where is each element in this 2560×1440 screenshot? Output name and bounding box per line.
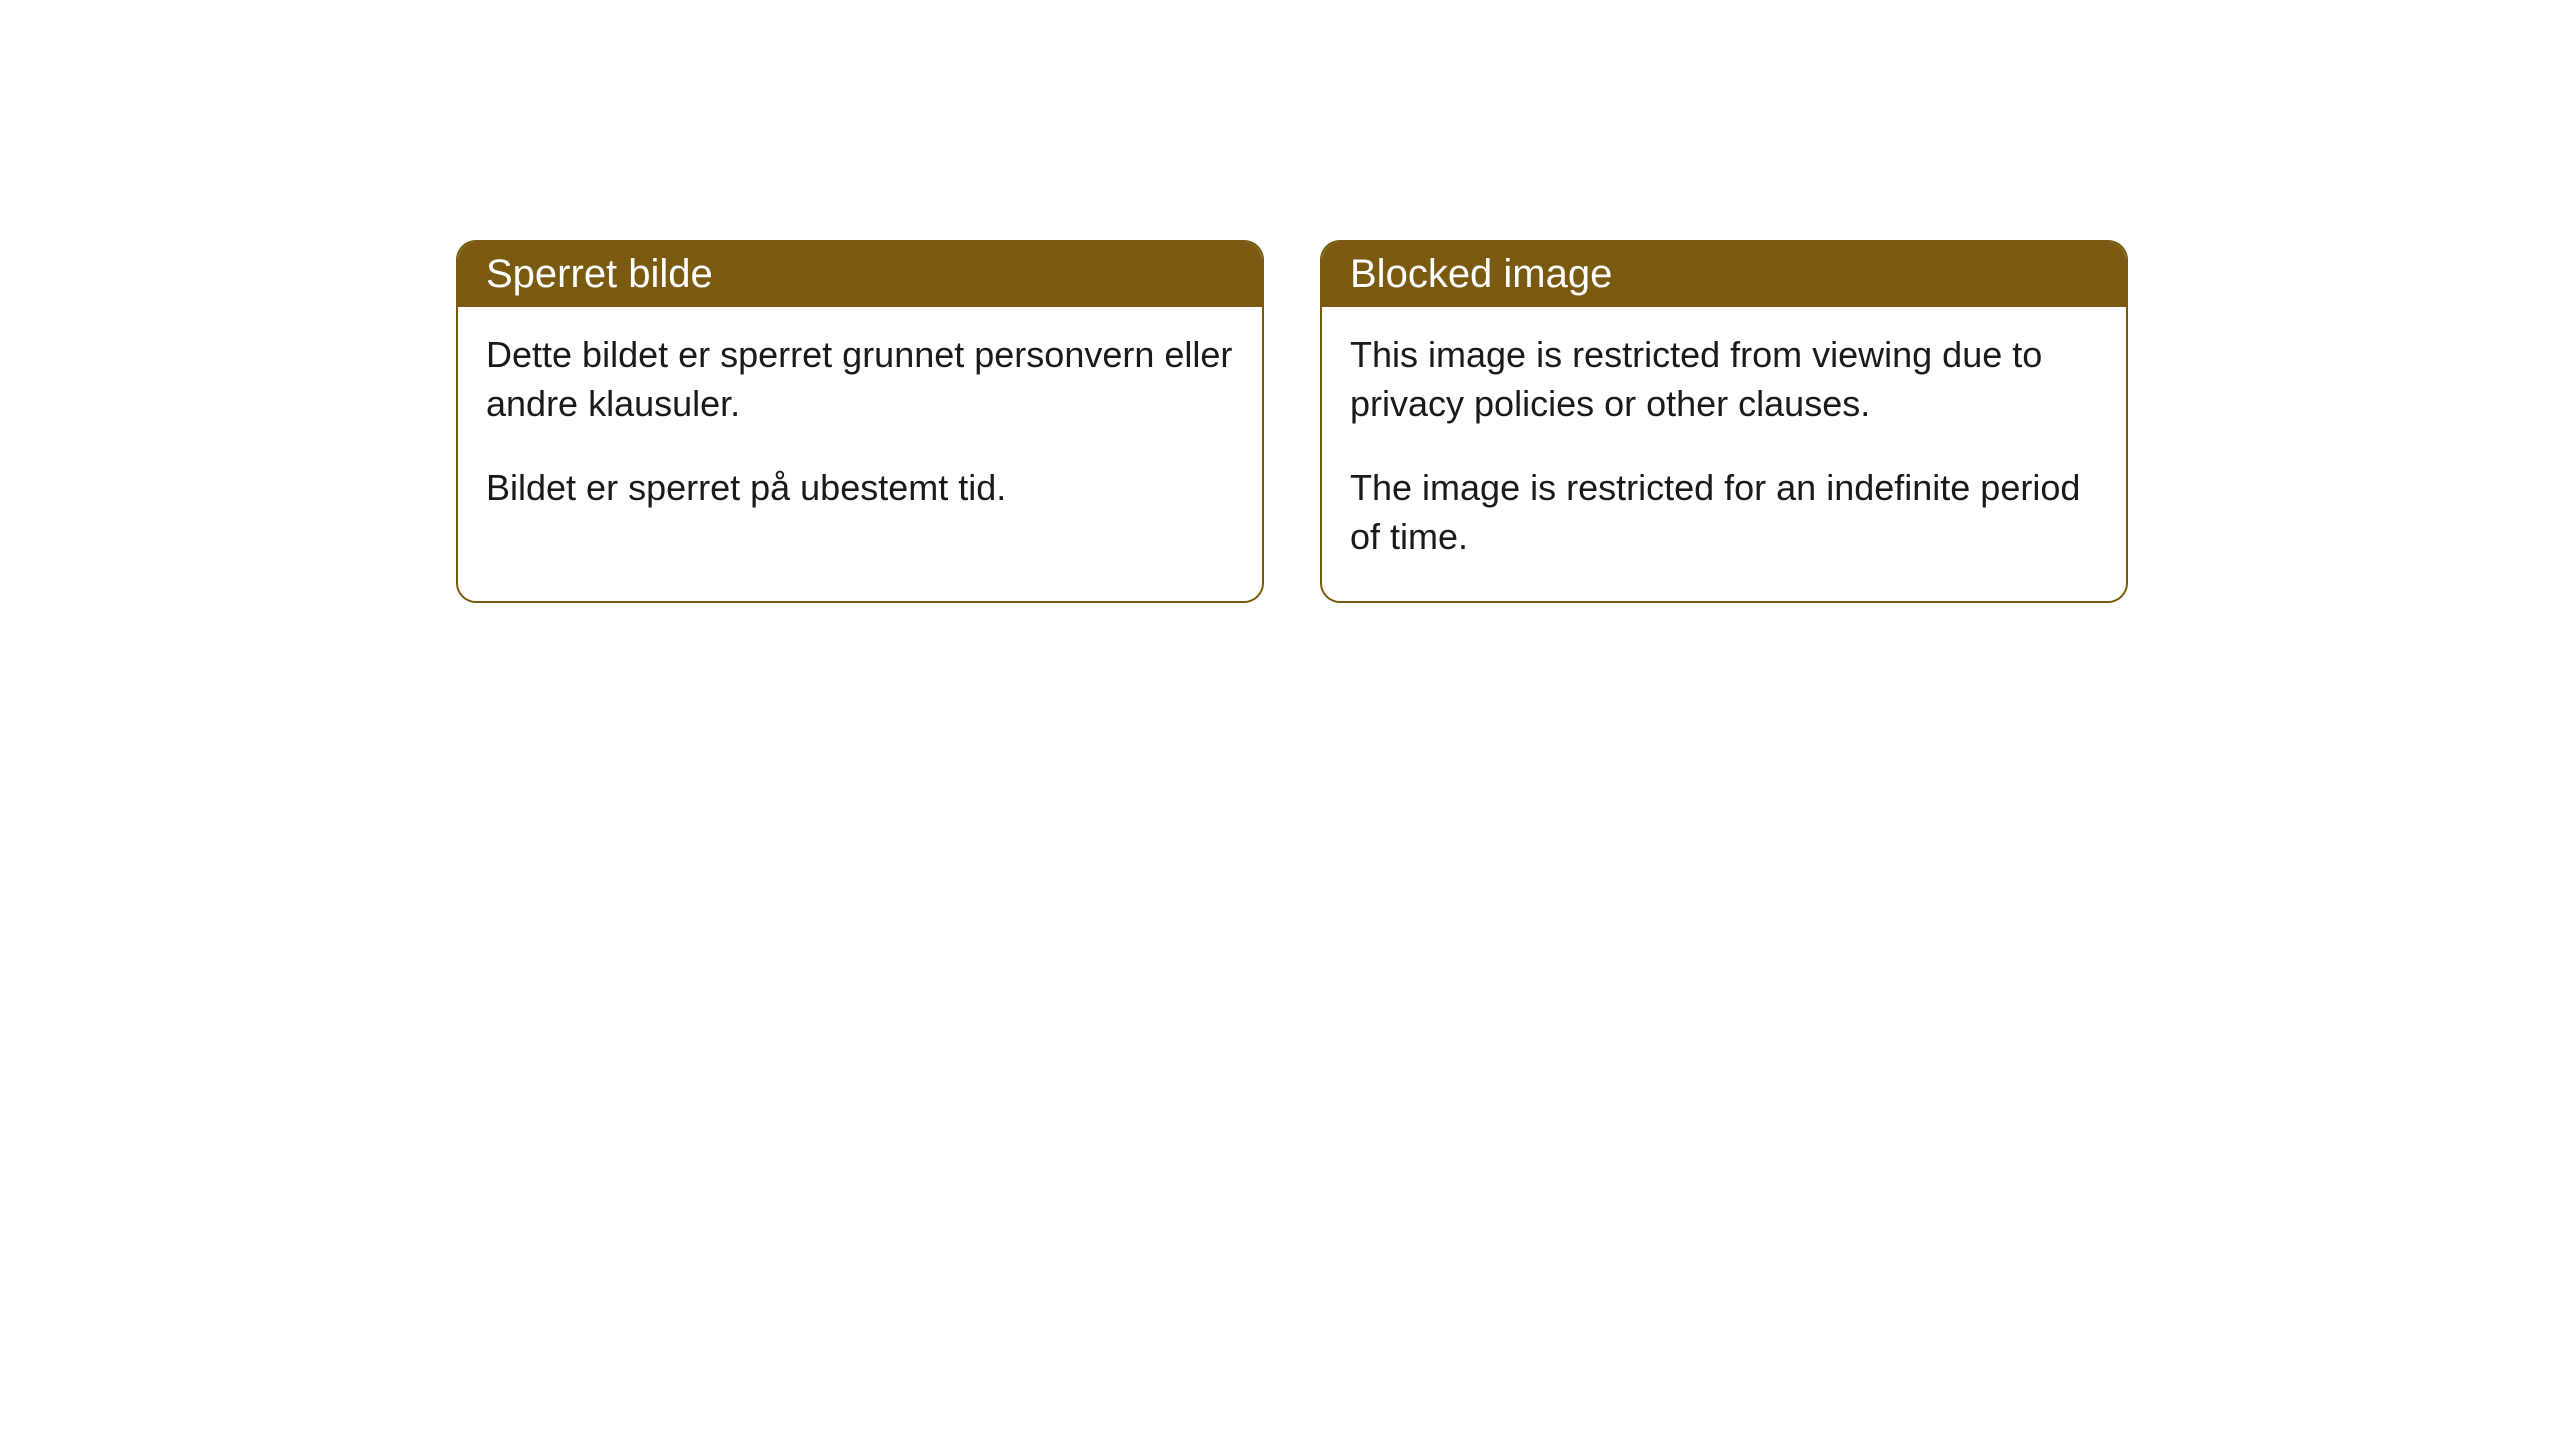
notice-paragraph: This image is restricted from viewing du… [1350,331,2098,428]
notice-box-norwegian: Sperret bilde Dette bildet er sperret gr… [456,240,1264,603]
notice-container: Sperret bilde Dette bildet er sperret gr… [0,0,2560,603]
notice-header-norwegian: Sperret bilde [458,242,1262,307]
notice-body-english: This image is restricted from viewing du… [1322,307,2126,601]
notice-paragraph: Bildet er sperret på ubestemt tid. [486,464,1234,513]
notice-paragraph: Dette bildet er sperret grunnet personve… [486,331,1234,428]
notice-box-english: Blocked image This image is restricted f… [1320,240,2128,603]
notice-body-norwegian: Dette bildet er sperret grunnet personve… [458,307,1262,553]
notice-header-english: Blocked image [1322,242,2126,307]
notice-paragraph: The image is restricted for an indefinit… [1350,464,2098,561]
